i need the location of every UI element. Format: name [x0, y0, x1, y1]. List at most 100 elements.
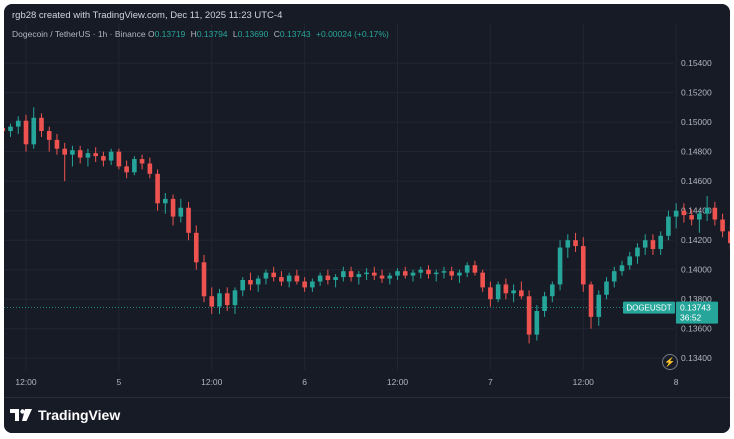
candle-body — [557, 247, 563, 285]
y-tick-label: 0.14000 — [681, 265, 712, 275]
y-tick-label: 0.14800 — [681, 147, 712, 157]
candle-body — [650, 240, 656, 250]
candle-body — [93, 153, 98, 157]
candle-body — [124, 166, 129, 173]
candle-body — [426, 269, 431, 275]
candle-body — [472, 265, 478, 273]
price-tag-bg — [676, 301, 718, 324]
chart-credit: rgb28 created with TradingView.com, Dec … — [12, 10, 283, 21]
candle-body — [449, 271, 454, 276]
tradingview-icon — [10, 409, 32, 421]
candle-body — [248, 280, 253, 285]
candle-body — [720, 219, 725, 232]
candle-body — [294, 275, 300, 282]
candle-body — [697, 213, 702, 220]
candle-body — [70, 150, 75, 155]
price-chart[interactable]: 0.13400 0.13600 0.13800 0.14000 0.14200 0.144… — [4, 4, 730, 397]
candle-body — [348, 271, 354, 278]
lightning-icon[interactable]: ⚡ — [662, 354, 678, 370]
candle-body — [364, 272, 369, 275]
candle-body — [596, 294, 602, 317]
y-tick-label: 0.15200 — [681, 88, 712, 98]
candle-body — [325, 275, 331, 281]
candle-body — [372, 272, 377, 276]
tradingview-logo[interactable]: TradingView — [10, 407, 120, 423]
candle-body — [503, 284, 509, 294]
candle-body — [139, 159, 145, 164]
candle-body — [23, 120, 29, 145]
candle-body — [39, 117, 44, 132]
chart-frame: 0.13400 0.13600 0.13800 0.14000 0.14200 0.144… — [4, 4, 730, 433]
candle-body — [4, 128, 6, 132]
candle-body — [85, 153, 91, 158]
candle-body — [573, 240, 578, 247]
candle-body — [163, 198, 168, 204]
candle-body — [155, 173, 160, 204]
x-tick-label: 7 — [488, 377, 493, 387]
candle-body — [31, 117, 37, 145]
candle-body — [611, 271, 617, 282]
high-value: 0.13794 — [196, 29, 228, 39]
candle-body — [728, 231, 730, 244]
symbol-tag-bg — [623, 301, 675, 314]
candle-body — [550, 284, 555, 297]
price-tag-value: 0.13743 — [680, 303, 711, 313]
candle-body — [310, 281, 315, 288]
y-tick-label: 0.14400 — [681, 206, 712, 216]
candle-body — [604, 281, 609, 295]
close-label: C — [273, 29, 280, 39]
candle-body — [387, 275, 393, 279]
high-label: H — [190, 29, 197, 39]
y-tick-label: 0.13600 — [681, 324, 712, 334]
candle-body — [108, 151, 114, 161]
candle-body — [495, 284, 501, 300]
y-tick-label: 0.13800 — [681, 294, 712, 304]
x-tick-label: 12:00 — [15, 377, 37, 387]
candle-body — [279, 277, 284, 282]
candle-body — [379, 275, 385, 279]
x-tick-label: 12:00 — [201, 377, 223, 387]
close-value: 0.13743 — [279, 29, 311, 39]
candle-body — [209, 296, 215, 307]
x-tick-label: 12:00 — [573, 377, 595, 387]
candle-body — [217, 293, 222, 307]
candle-body — [341, 271, 346, 278]
candle-body — [101, 156, 106, 161]
candle-body — [565, 240, 571, 248]
candle-body — [395, 271, 400, 276]
change-value: +0.00024 (+0.17%) — [316, 29, 389, 39]
candle-body — [62, 148, 67, 155]
footer: TradingView — [4, 397, 730, 433]
candle-body — [689, 215, 694, 220]
candle-body — [619, 265, 625, 272]
candle-body — [255, 278, 261, 285]
candle-body — [673, 210, 679, 217]
candle-body — [410, 272, 416, 276]
brand-name: TradingView — [38, 407, 121, 423]
candle-body — [147, 163, 153, 174]
candle-body — [480, 272, 485, 288]
y-tick-label: 0.14600 — [681, 176, 712, 186]
candle-body — [704, 207, 710, 214]
candle-body — [302, 281, 307, 288]
candle-body — [271, 272, 276, 278]
y-tick-label: 0.15000 — [681, 117, 712, 127]
candle-body — [54, 139, 60, 149]
candle-body — [464, 265, 470, 273]
candle-body — [418, 269, 424, 273]
candle-body — [15, 120, 21, 127]
candle-body — [526, 296, 532, 335]
symbol-title[interactable]: Dogecoin / TetherUS · 1h · Binance — [12, 29, 146, 39]
candle-body — [286, 275, 292, 282]
candle-body — [433, 272, 439, 275]
candle-body — [178, 207, 184, 217]
ohlc-legend: Dogecoin / TetherUS · 1h · Binance O0.13… — [12, 29, 392, 39]
candle-body — [534, 310, 540, 335]
candle-body — [457, 272, 462, 276]
y-tick-label: 0.13400 — [681, 353, 712, 363]
x-tick-label: 12:00 — [387, 377, 409, 387]
candle-body — [201, 262, 207, 297]
candle-body — [402, 271, 408, 276]
candle-body — [666, 216, 671, 236]
